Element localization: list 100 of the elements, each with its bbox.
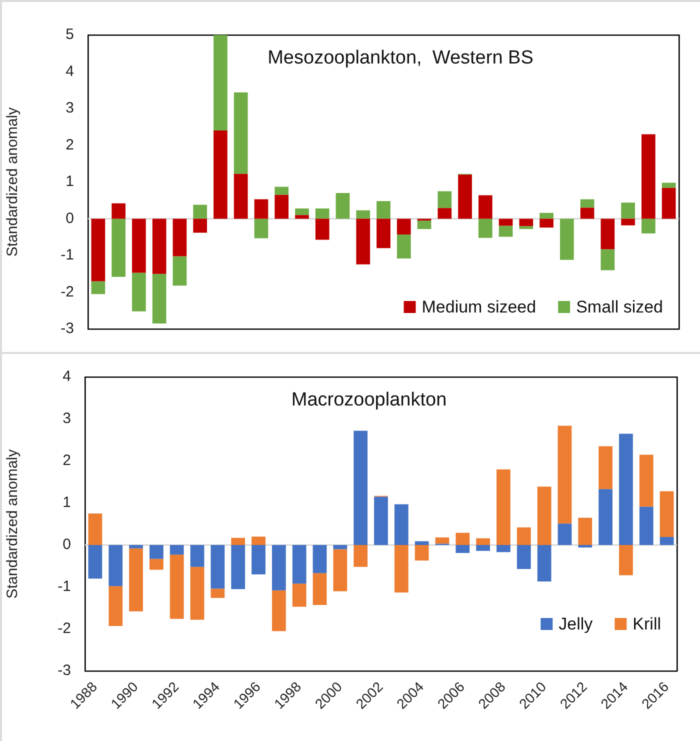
y-tick-label: 2 — [66, 136, 74, 154]
bar — [88, 514, 102, 545]
bar — [210, 545, 225, 589]
bar — [333, 545, 348, 550]
bar — [312, 545, 327, 574]
bar — [438, 208, 452, 219]
bar — [376, 201, 390, 219]
bar — [231, 538, 246, 545]
bar — [295, 208, 309, 216]
legend-label: Small sized — [576, 298, 664, 317]
bar — [374, 496, 388, 545]
bar — [193, 204, 208, 219]
bar — [537, 545, 552, 582]
bar — [458, 174, 472, 219]
bar — [172, 256, 187, 286]
bar — [496, 469, 510, 545]
bar — [414, 541, 429, 545]
bar — [456, 532, 470, 545]
bar — [519, 218, 534, 226]
bar — [660, 537, 674, 545]
bar — [662, 182, 676, 188]
y-axis-title: Standardized anomaly — [4, 448, 22, 599]
bar — [621, 218, 635, 226]
bar — [639, 454, 654, 507]
bar — [234, 174, 248, 219]
y-tick-label: 3 — [62, 410, 71, 428]
legend-label: Krill — [632, 614, 662, 634]
bar — [558, 426, 572, 524]
y-tick-label: -3 — [60, 320, 74, 338]
bar — [132, 218, 146, 273]
bar — [354, 545, 368, 567]
bar — [642, 218, 656, 234]
bar — [254, 199, 268, 219]
bar — [88, 545, 102, 579]
bar — [150, 545, 164, 559]
y-tick-label: 0 — [62, 536, 71, 554]
y-tick-label: -3 — [58, 662, 71, 680]
bar — [396, 234, 411, 258]
y-tick-label: 1 — [66, 173, 74, 190]
bar — [91, 218, 106, 282]
bar — [639, 506, 654, 545]
bar — [516, 545, 531, 569]
bar — [152, 274, 166, 324]
bar — [170, 545, 184, 555]
bar — [210, 588, 225, 598]
bar — [234, 92, 248, 174]
y-tick-label: 5 — [66, 26, 74, 44]
bar — [292, 584, 306, 607]
bar — [91, 281, 106, 294]
bar — [254, 218, 268, 238]
bar — [476, 545, 490, 551]
bar — [292, 545, 306, 584]
bar — [214, 35, 228, 131]
legend-label: Medium sizeed — [422, 298, 536, 317]
bar — [478, 195, 492, 219]
bar — [150, 558, 164, 570]
bar — [540, 212, 554, 219]
bar — [519, 226, 534, 230]
y-tick-label: -1 — [58, 578, 71, 596]
y-tick-label: -2 — [60, 283, 74, 300]
bar — [435, 537, 450, 544]
bar — [112, 218, 126, 277]
bar — [660, 491, 674, 538]
bar — [252, 536, 266, 545]
bar — [108, 545, 123, 586]
bar — [558, 524, 572, 545]
bar — [498, 226, 513, 237]
bar — [662, 188, 676, 219]
bar — [619, 434, 633, 545]
bar — [394, 545, 408, 592]
bar — [642, 134, 656, 219]
bar — [417, 220, 432, 230]
bar — [354, 430, 368, 545]
bar — [172, 218, 187, 256]
y-tick-label: 3 — [66, 100, 74, 117]
bar — [619, 545, 633, 576]
bar — [580, 208, 594, 219]
bar — [274, 194, 289, 219]
bar — [231, 545, 246, 590]
bar — [396, 218, 411, 235]
bar — [272, 590, 286, 632]
bar — [190, 545, 204, 567]
bar — [456, 545, 470, 553]
bar — [336, 193, 350, 219]
bar — [295, 215, 309, 219]
bar — [598, 489, 612, 545]
bar — [112, 203, 126, 219]
bar — [315, 208, 330, 219]
text: Macrozooplankton — [291, 390, 447, 411]
legend-label: Jelly — [558, 614, 594, 634]
bar — [578, 518, 592, 545]
bar — [516, 527, 531, 545]
bar — [170, 554, 184, 619]
y-tick-label: 2 — [62, 452, 71, 470]
bar — [478, 218, 492, 238]
bar — [476, 538, 490, 545]
bar — [252, 545, 266, 574]
bar — [129, 545, 143, 548]
bar — [578, 545, 592, 548]
y-tick-label: 4 — [66, 62, 74, 80]
